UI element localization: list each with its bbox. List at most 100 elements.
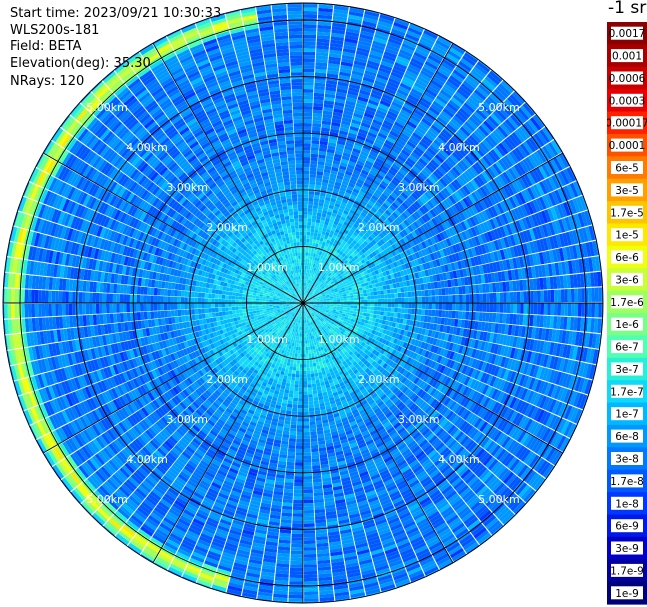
range-gate-cell [323,107,334,112]
range-gate-cell [303,61,315,66]
range-gate-cell [356,234,362,240]
range-gate-cell [380,294,385,299]
range-gate-cell [340,243,345,248]
range-gate-cell [370,303,375,307]
range-gate-cell [307,272,310,277]
range-gate-cell [303,68,315,73]
range-gate-cell [327,207,334,213]
range-gate-cell [311,130,321,135]
range-gate-cell [331,226,336,232]
scan-info: Start time: 2023/09/21 10:30:33 WLS200s-… [10,6,221,91]
range-gate-cell [591,287,596,302]
range-gate-cell [482,293,487,303]
range-gate-cell [303,296,304,300]
range-gate-cell [376,173,384,181]
range-gate-cell [388,38,402,46]
range-gate-cell [326,258,331,263]
range-gate-cell [325,155,334,160]
range-gate-cell [334,150,343,156]
range-gate-cell [323,272,327,277]
range-gate-cell [448,120,460,131]
range-gate-cell [537,290,541,303]
range-gate-cell [412,54,426,64]
range-gate-cell [395,58,409,67]
range-gate-cell [337,258,342,263]
range-gate-cell [335,199,342,205]
range-gate-cell [407,314,412,320]
range-gate-cell [386,172,395,179]
range-gate-cell [304,296,306,300]
range-gate-cell [330,215,336,221]
range-gate-cell [331,26,346,32]
range-gate-cell [309,284,313,288]
range-gate-cell [343,307,347,310]
range-gate-cell [304,275,306,280]
range-gate-cell [472,66,486,78]
range-gate-cell [303,123,312,127]
range-gate-cell [408,24,424,33]
range-gate-cell [315,275,319,280]
range-gate-cell [332,115,342,121]
range-gate-cell [339,260,344,265]
range-gate-cell [316,265,320,269]
range-gate-cell [367,306,371,310]
range-gate-cell [425,88,438,98]
range-gate-cell [346,97,357,103]
range-gate-cell [380,96,392,105]
range-gate-cell [315,62,328,67]
range-gate-cell [345,203,352,209]
range-gate-cell [419,120,431,130]
range-gate-cell [303,177,310,181]
range-gate-cell [401,43,416,52]
range-gate-cell [401,106,413,115]
range-gate-cell [305,289,307,294]
range-gate-cell [325,86,337,92]
range-gate-cell [384,87,397,95]
range-gate-cell [417,76,430,85]
range-gate-cell [424,289,429,297]
range-gate-cell [307,295,310,298]
range-gate-cell [343,237,349,243]
range-gate-cell [396,171,406,179]
range-gate-cell [394,307,398,313]
range-gate-cell [367,299,371,303]
range-gate-cell [306,242,310,246]
range-gate-cell [463,102,475,114]
range-gate-cell [418,157,428,167]
range-gate-cell [343,296,347,299]
range-gate-cell [414,48,429,58]
range-gate-cell [310,150,319,155]
range-gate-cell [489,293,494,303]
range-gate-cell [362,197,370,204]
range-gate-cell [421,94,434,104]
range-gate-cell [340,158,349,164]
range-gate-cell [369,313,374,318]
range-gate-cell [338,250,344,256]
range-gate-cell [316,38,330,43]
range-gate-cell [340,183,348,189]
range-gate-cell [348,250,354,255]
range-gate-cell [450,44,465,55]
range-gate-cell [315,65,327,70]
range-gate-cell [461,105,473,116]
range-gate-cell [364,109,376,116]
range-gate-cell [378,183,387,190]
range-gate-cell [333,105,344,111]
range-gate-cell [304,282,307,287]
range-gate-cell [336,248,341,254]
range-gate-cell [321,271,325,276]
range-gate-cell [343,250,349,255]
range-gate-cell [547,290,551,303]
range-gate-cell [384,174,393,182]
range-gate-cell [384,209,392,217]
range-gate-cell [444,310,449,318]
range-gate-cell [406,157,416,166]
range-gate-cell [375,76,388,84]
range-gate-cell [350,194,357,200]
range-gate-cell [354,220,361,226]
range-gate-cell [307,208,313,212]
range-gate-cell [304,296,306,300]
range-gate-cell [488,312,493,323]
range-gate-cell [312,274,316,279]
range-gate-cell [359,172,368,179]
